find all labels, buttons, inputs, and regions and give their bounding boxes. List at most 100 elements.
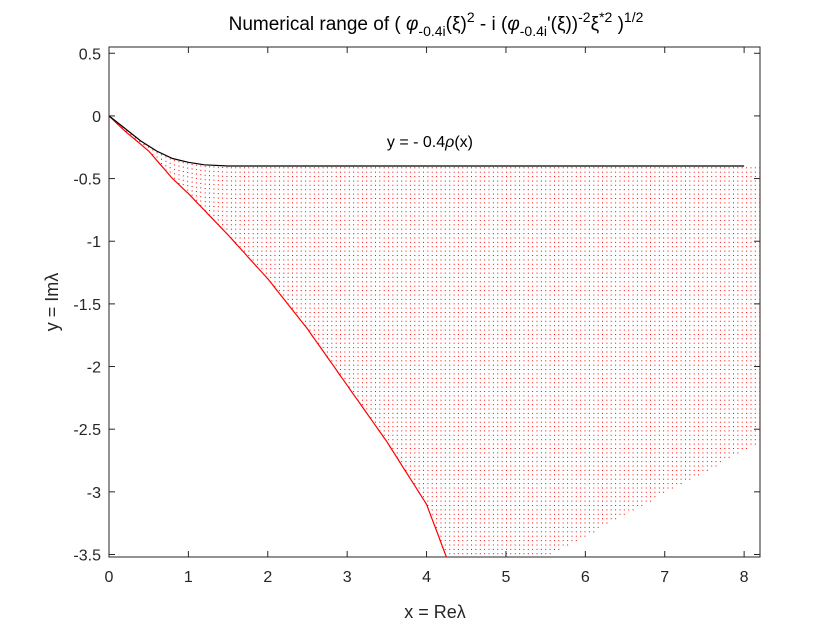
range-dot [562,215,564,217]
range-dot [396,211,398,213]
range-dot [440,377,442,379]
range-dot [492,342,494,344]
range-dot [292,303,293,305]
range-dot [396,334,398,335]
range-dot [440,496,442,498]
range-dot [191,194,193,196]
range-dot [523,474,525,476]
range-dot [492,496,494,498]
range-dot [292,250,293,252]
range-dot [379,364,381,366]
range-dot [540,347,542,349]
range-dot [444,206,446,208]
range-dot [270,268,272,270]
range-dot [409,255,411,256]
range-dot [492,548,494,550]
range-dot [484,285,486,287]
range-dot [536,255,538,256]
range-dot [462,298,464,300]
range-dot [449,294,451,296]
range-dot [405,202,407,204]
range-dot [283,176,285,178]
range-dot [449,233,451,235]
range-dot [357,355,359,357]
range-dot [523,312,525,313]
range-dot [462,285,464,287]
range-dot [440,193,442,195]
range-dot [532,505,534,506]
range-dot [318,180,320,182]
range-dot [492,325,494,327]
range-dot [536,189,538,191]
range-dot [392,426,394,428]
range-dot [388,329,390,331]
range-dot [471,439,472,441]
range-dot [366,294,368,296]
range-dot [558,180,560,182]
range-dot [449,474,451,476]
range-dot [418,307,420,309]
range-dot [414,443,416,445]
range-dot [366,246,368,248]
range-dot [567,246,569,248]
range-dot [501,443,503,445]
range-dot [401,426,403,428]
range-dot [274,272,276,274]
range-dot [326,285,328,287]
range-dot [545,233,547,235]
range-dot [296,211,298,213]
range-dot [506,342,507,344]
range-dot [278,171,280,173]
range-dot [466,360,468,362]
range-dot [427,303,429,305]
range-dot [527,206,529,208]
range-dot [514,456,516,458]
range-dot [527,478,529,480]
range-dot [501,426,503,428]
range-dot [357,263,359,265]
range-dot [506,224,507,226]
range-dot [532,478,534,480]
range-dot [257,263,259,265]
range-dot [383,272,385,274]
range-dot [527,469,529,471]
range-dot [514,434,516,436]
range-dot [484,211,486,213]
range-dot [309,255,311,256]
range-dot [457,211,459,213]
range-dot [305,312,307,313]
range-dot [348,255,350,256]
range-dot [383,377,385,379]
range-dot [340,334,341,335]
range-dot [466,548,468,550]
range-dot [562,219,564,221]
range-dot [484,505,486,506]
range-dot [453,391,455,392]
range-dot [353,334,355,335]
range-dot [527,439,529,441]
range-dot [344,360,346,362]
range-dot [510,548,512,550]
range-dot [340,276,341,278]
range-dot [444,167,446,169]
range-dot [545,189,547,191]
range-dot [471,487,472,489]
range-dot [497,487,499,489]
range-dot [182,184,184,186]
range-dot [388,180,390,182]
range-dot [278,211,280,213]
range-dot [392,312,394,313]
range-dot [532,522,534,524]
range-dot [523,483,525,485]
range-dot [318,325,320,327]
range-dot [292,202,293,204]
range-dot [401,377,403,379]
range-dot [335,316,337,318]
range-dot [449,211,451,213]
range-dot [418,184,420,186]
range-dot [423,224,424,226]
range-dot [506,259,507,261]
range-dot [466,505,468,506]
range-dot [326,320,328,322]
range-dot [414,180,416,182]
